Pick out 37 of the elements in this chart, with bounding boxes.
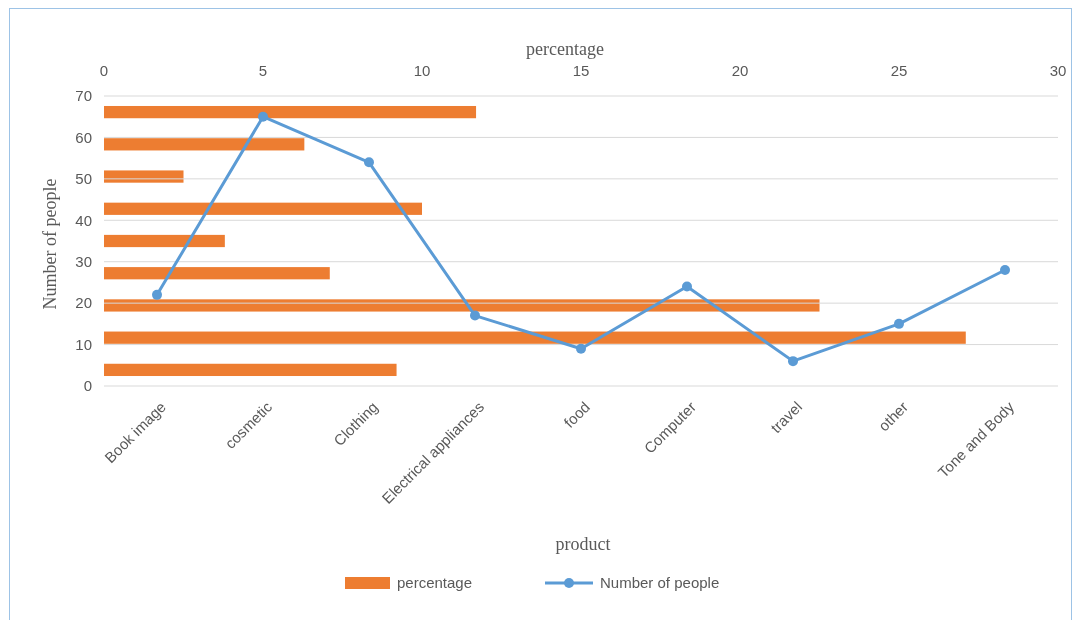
point <box>364 157 374 168</box>
bar <box>104 202 422 215</box>
bar <box>104 234 225 248</box>
bar <box>104 267 330 280</box>
y-tick-label: 10 <box>75 335 92 353</box>
point <box>576 343 586 354</box>
legend-label: Number of people <box>600 574 720 592</box>
point <box>152 289 162 300</box>
x-tick-label: 30 <box>1049 62 1067 79</box>
legend-label: percentage <box>397 574 473 592</box>
x-tick-label: 10 <box>413 62 431 79</box>
bar <box>104 331 966 344</box>
x-tick-label: 0 <box>99 62 109 79</box>
y-tick-label: 50 <box>75 170 92 188</box>
x-tick-label: 25 <box>890 62 908 79</box>
bar <box>104 170 184 183</box>
bar <box>104 363 397 377</box>
x-tick-label: 5 <box>258 62 268 79</box>
bar <box>104 138 305 151</box>
x-axis-title: product <box>555 534 611 554</box>
x-tick-label: 20 <box>731 62 749 79</box>
point <box>788 356 798 367</box>
y-tick-label: 40 <box>75 211 92 229</box>
y-tick-label: 60 <box>75 128 92 146</box>
y-tick-label: 70 <box>75 87 92 105</box>
point <box>682 281 692 292</box>
x-tick-label: 15 <box>572 62 590 79</box>
y-tick-label: 20 <box>75 294 92 312</box>
y-tick-label: 0 <box>83 377 92 395</box>
bar <box>104 105 477 119</box>
point <box>1000 265 1010 275</box>
point <box>258 111 268 122</box>
y-axis-title: Number of people <box>40 178 60 310</box>
point <box>894 318 904 329</box>
y-tick-label: 30 <box>75 252 92 270</box>
x-axis-title: percentage <box>526 39 604 59</box>
point <box>470 310 480 321</box>
